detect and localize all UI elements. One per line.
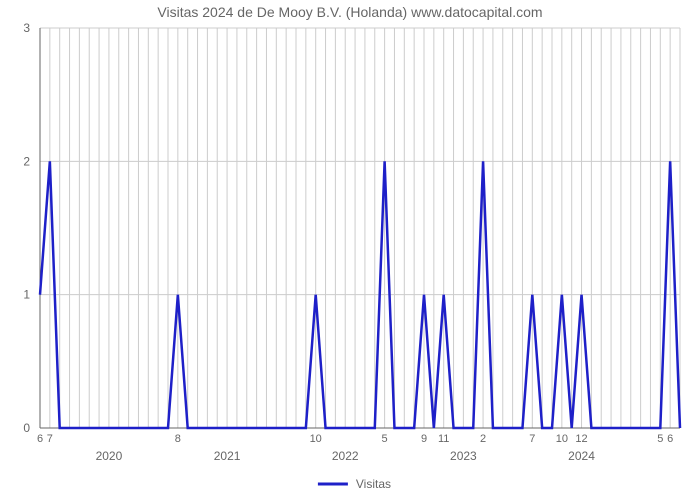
x-tick-label: 10 — [310, 433, 322, 445]
x-tick-label: 11 — [438, 433, 449, 445]
chart-svg: 0123678105911271012562020202120222023202… — [0, 0, 700, 500]
x-tick-label: 2 — [480, 433, 486, 445]
y-tick-label: 2 — [23, 154, 30, 168]
x-year-label: 2020 — [96, 449, 123, 463]
x-year-label: 2024 — [568, 449, 595, 463]
x-year-label: 2022 — [332, 449, 359, 463]
x-tick-label: 8 — [175, 433, 181, 445]
x-tick-label: 5 — [657, 433, 663, 445]
y-tick-label: 1 — [23, 288, 30, 302]
visits-line-chart: Visitas 2024 de De Mooy B.V. (Holanda) w… — [0, 0, 700, 500]
x-tick-label: 6 — [37, 433, 43, 445]
x-tick-label: 10 — [556, 433, 568, 445]
x-tick-label: 7 — [47, 433, 53, 445]
x-year-label: 2021 — [214, 449, 241, 463]
x-tick-label: 9 — [421, 433, 427, 445]
y-tick-label: 3 — [23, 21, 30, 35]
x-tick-label: 5 — [382, 433, 388, 445]
x-tick-label: 7 — [529, 433, 535, 445]
x-tick-label: 12 — [575, 433, 587, 445]
x-year-label: 2023 — [450, 449, 477, 463]
y-tick-label: 0 — [23, 421, 30, 435]
legend-label: Visitas — [356, 477, 391, 491]
x-tick-label: 6 — [667, 433, 673, 445]
